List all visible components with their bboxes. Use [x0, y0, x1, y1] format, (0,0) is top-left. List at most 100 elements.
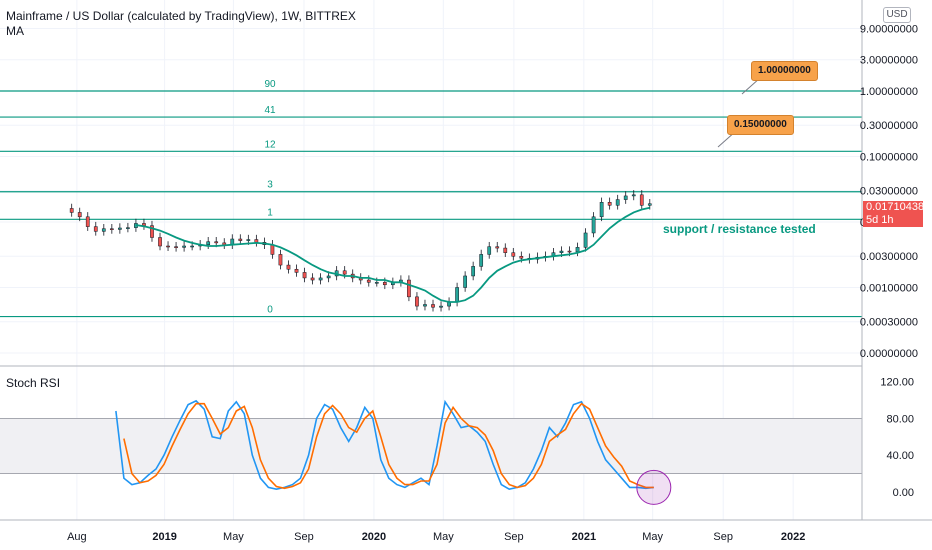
candle[interactable] — [69, 208, 74, 213]
level-label-5: 0 — [267, 305, 273, 316]
price-tick-label: 0.00100000 — [860, 283, 918, 295]
candle[interactable] — [415, 296, 419, 307]
candle[interactable] — [623, 195, 628, 200]
time-tick-label: Sep — [294, 531, 314, 543]
candle[interactable] — [101, 228, 106, 232]
stoch-k-line — [115, 399, 654, 491]
candle[interactable] — [270, 244, 275, 255]
candle[interactable] — [150, 225, 154, 238]
level-label-3: 3 — [267, 180, 273, 191]
candle[interactable] — [374, 282, 379, 284]
price-tick-label: 0.00030000 — [860, 317, 918, 329]
candle[interactable] — [166, 245, 170, 248]
candle[interactable] — [126, 227, 130, 229]
time-tick-label: May — [642, 531, 663, 543]
candle[interactable] — [93, 226, 98, 232]
candle[interactable] — [278, 254, 283, 266]
candle[interactable] — [109, 228, 114, 230]
price-tick-label: 3.00000000 — [860, 55, 918, 67]
candle[interactable] — [519, 255, 524, 259]
price-tick-label: 0.03000000 — [860, 186, 918, 198]
candle[interactable] — [615, 199, 620, 206]
candle[interactable] — [286, 264, 291, 270]
chart-title[interactable]: Mainframe / US Dollar (calculated by Tra… — [6, 9, 356, 23]
candle[interactable] — [206, 241, 211, 245]
time-tick-label: May — [223, 531, 244, 543]
stoch-tick-label: 80.00 — [886, 413, 914, 425]
candle[interactable] — [85, 216, 90, 227]
candle[interactable] — [254, 239, 259, 243]
level-label-4: 1 — [267, 207, 273, 218]
highlight-marker — [636, 469, 672, 505]
ma-legend[interactable]: MA — [6, 24, 24, 38]
candle[interactable] — [503, 247, 508, 253]
candle[interactable] — [567, 250, 572, 253]
stoch-tick-label: 0.00 — [893, 487, 914, 499]
currency-button[interactable]: USD — [883, 7, 911, 23]
candle[interactable] — [607, 202, 612, 206]
callout-2[interactable]: 0.15000000 — [727, 115, 794, 135]
time-axis[interactable]: Aug 2019 May Sep 2020 May Sep 2021 May Sep 2022 — [67, 531, 805, 543]
price-tick-label: 1.00000000 — [860, 86, 918, 98]
candle[interactable] — [511, 252, 516, 257]
candle[interactable] — [77, 212, 82, 218]
candle[interactable] — [366, 279, 371, 283]
candle[interactable] — [479, 254, 484, 267]
candle[interactable] — [238, 238, 243, 241]
candle[interactable] — [463, 275, 467, 288]
candle[interactable] — [599, 202, 604, 218]
price-tick-label: 0.10000000 — [860, 152, 918, 164]
candle[interactable] — [583, 232, 588, 248]
time-tick-label: Sep — [713, 531, 733, 543]
time-tick-label: 2021 — [572, 531, 596, 543]
candle[interactable] — [318, 277, 323, 281]
candle[interactable] — [455, 287, 459, 303]
last-price-value: 0.01710438 — [866, 201, 925, 213]
price-tick-label: 9.00000000 — [860, 23, 918, 35]
stoch-tick-label: 40.00 — [886, 450, 914, 462]
stoch-d-line — [123, 402, 654, 490]
stoch-axis[interactable]: 120.00 80.00 40.00 0.00 — [880, 377, 914, 499]
candle[interactable] — [302, 272, 307, 279]
price-tick-label: 0.30000000 — [860, 120, 918, 132]
time-tick-label: May — [433, 531, 454, 543]
candle[interactable] — [310, 277, 315, 281]
candle[interactable] — [423, 304, 427, 307]
stoch-tick-label: 120.00 — [880, 377, 914, 389]
support-note[interactable]: support / resistance tested — [663, 222, 816, 236]
candle[interactable] — [326, 275, 331, 279]
candle[interactable] — [639, 194, 644, 206]
candle[interactable] — [246, 239, 251, 241]
candle[interactable] — [471, 266, 476, 277]
level-label-0: 90 — [264, 79, 276, 90]
candle[interactable] — [631, 194, 636, 197]
candle[interactable] — [382, 282, 387, 286]
candle[interactable] — [647, 203, 652, 206]
last-price-tag: 0.01710438 5d 1h — [863, 201, 925, 227]
indicator-label[interactable]: Stoch RSI — [6, 376, 61, 390]
candle[interactable] — [495, 246, 500, 249]
candle[interactable] — [118, 227, 122, 230]
candle[interactable] — [575, 247, 580, 253]
candle[interactable] — [407, 279, 411, 298]
candle[interactable] — [158, 237, 162, 247]
callout-1[interactable]: 1.00000000 — [751, 61, 818, 81]
candle[interactable] — [174, 246, 178, 248]
candle[interactable] — [182, 245, 186, 248]
candle[interactable] — [342, 270, 347, 275]
candle[interactable] — [439, 305, 443, 308]
time-tick-label: Sep — [504, 531, 524, 543]
candle[interactable] — [559, 250, 564, 253]
level-label-2: 12 — [264, 139, 276, 150]
time-tick-label: 2019 — [152, 531, 176, 543]
bar-countdown: 5d 1h — [866, 214, 894, 226]
candle[interactable] — [591, 216, 596, 234]
candle[interactable] — [431, 304, 435, 308]
candle[interactable] — [214, 241, 219, 244]
candle[interactable] — [294, 268, 299, 273]
candle[interactable] — [487, 246, 492, 255]
candle[interactable] — [190, 245, 194, 248]
ma-line — [135, 206, 650, 303]
time-tick-label: 2020 — [362, 531, 386, 543]
